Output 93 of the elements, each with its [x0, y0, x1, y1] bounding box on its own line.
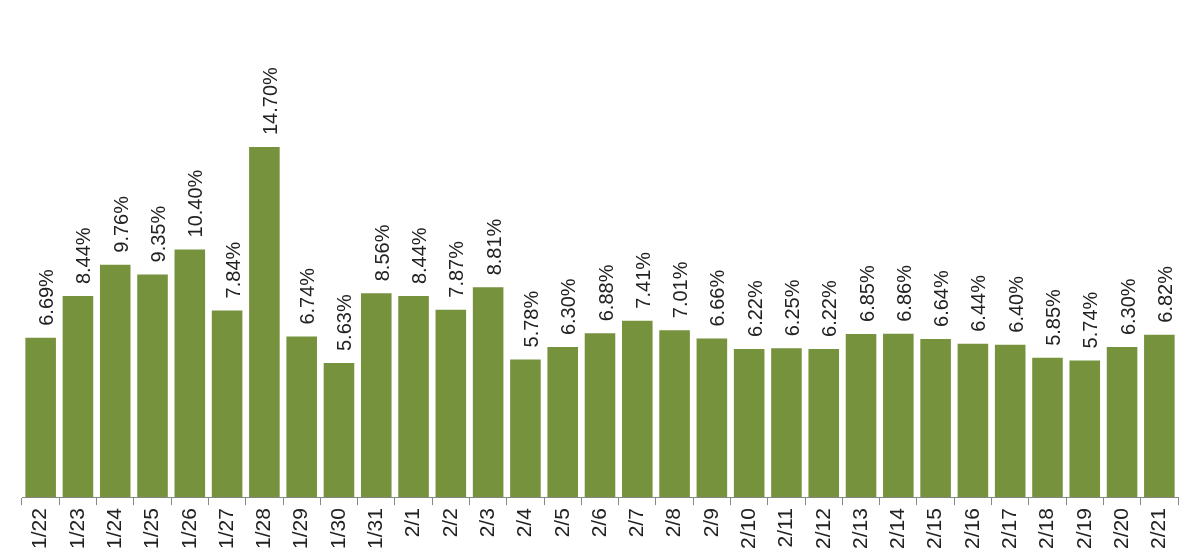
data-label: 6.40% [1004, 275, 1027, 333]
bar [211, 310, 243, 498]
data-label: 6.25% [780, 279, 803, 337]
data-label: 7.84% [221, 241, 244, 299]
data-label: 7.87% [445, 240, 468, 298]
bar [99, 264, 131, 498]
x-tick-label: 2/20 [1108, 508, 1132, 549]
data-label: 6.69% [35, 268, 58, 326]
x-tick-label: 2/2 [437, 508, 461, 538]
bar [771, 348, 802, 498]
data-label: 6.66% [706, 269, 729, 327]
x-tick-label: 1/25 [139, 508, 163, 549]
data-label: 5.63% [333, 294, 356, 352]
x-tick-label: 1/28 [251, 508, 275, 549]
x-tick-label: 1/29 [288, 508, 312, 549]
bar [360, 293, 392, 498]
data-label: 6.85% [855, 265, 878, 322]
data-label: 10.40% [184, 169, 207, 238]
data-label: 8.81% [482, 218, 505, 276]
data-label: 8.44% [72, 227, 95, 285]
data-label: 8.44% [408, 227, 431, 285]
data-label: 9.35% [147, 205, 170, 263]
x-tick-label: 1/27 [213, 508, 237, 549]
x-tick-label: 1/24 [102, 507, 126, 549]
data-label: 6.22% [818, 280, 841, 337]
data-label: 6.88% [594, 264, 617, 322]
bar [1069, 360, 1101, 498]
bar [883, 333, 914, 498]
data-label: 14.70% [258, 66, 281, 136]
x-tick-label: 1/22 [27, 508, 51, 549]
x-tick-label: 2/19 [1071, 508, 1095, 549]
bar [174, 249, 206, 498]
x-tick-label: 1/31 [363, 508, 387, 549]
bar [808, 349, 840, 498]
bar [62, 296, 94, 498]
data-label: 6.22% [743, 280, 766, 337]
x-tick-label: 2/3 [474, 508, 498, 538]
bar [659, 330, 690, 498]
x-tick-label: 2/5 [549, 508, 573, 538]
data-label: 6.30% [1116, 278, 1139, 336]
bar [137, 274, 168, 498]
bar [547, 347, 578, 498]
x-tick-label: 2/8 [661, 508, 685, 538]
x-tick-label: 2/1 [400, 508, 424, 538]
bar [584, 333, 616, 498]
data-label: 6.30% [557, 278, 580, 336]
data-label: 6.82% [1153, 265, 1176, 323]
bar [733, 349, 765, 498]
bar [1106, 347, 1138, 498]
bar [994, 344, 1026, 498]
data-label: 8.56% [370, 224, 393, 282]
data-label: 5.78% [519, 290, 542, 348]
x-tick-label: 2/9 [698, 508, 722, 538]
data-label: 6.64% [930, 270, 953, 327]
x-tick-label: 2/4 [512, 507, 536, 538]
x-tick-label: 2/7 [624, 508, 648, 538]
x-tick-label: 2/21 [1146, 508, 1170, 549]
x-tick-label: 1/30 [325, 508, 349, 549]
bar [25, 337, 56, 498]
x-tick-label: 2/12 [810, 508, 834, 549]
bar [845, 333, 877, 498]
x-tick-label: 2/17 [996, 508, 1020, 549]
bar [957, 343, 989, 498]
bar [696, 338, 728, 498]
data-label: 5.85% [1042, 288, 1064, 346]
bar [510, 359, 541, 498]
data-label: 6.74% [296, 267, 319, 325]
data-label: 9.76% [109, 195, 132, 253]
bar [920, 338, 951, 498]
x-tick-label: 2/11 [773, 508, 797, 548]
x-tick-label: 1/26 [176, 508, 200, 549]
bar [435, 309, 467, 498]
x-tick-label: 2/15 [922, 508, 946, 549]
bar [249, 147, 280, 498]
bar [472, 287, 504, 498]
x-tick-label: 2/18 [1034, 508, 1058, 549]
bar [286, 336, 317, 498]
data-label: 7.41% [631, 251, 654, 309]
x-tick-label: 2/16 [959, 508, 983, 549]
data-label: 6.44% [967, 274, 990, 332]
data-label: 7.01% [669, 261, 692, 319]
bar [323, 363, 355, 498]
bar [398, 296, 429, 498]
x-tick-label: 2/10 [735, 508, 759, 549]
x-tick-label: 1/23 [64, 508, 88, 549]
x-tick-label: 2/6 [586, 508, 610, 538]
bar [622, 320, 653, 498]
x-tick-label: 2/13 [847, 508, 871, 549]
bar [1144, 334, 1175, 498]
bar [1032, 357, 1063, 498]
data-label: 6.86% [892, 264, 915, 322]
x-tick-label: 2/14 [885, 507, 909, 549]
data-label: 5.74% [1079, 291, 1102, 349]
